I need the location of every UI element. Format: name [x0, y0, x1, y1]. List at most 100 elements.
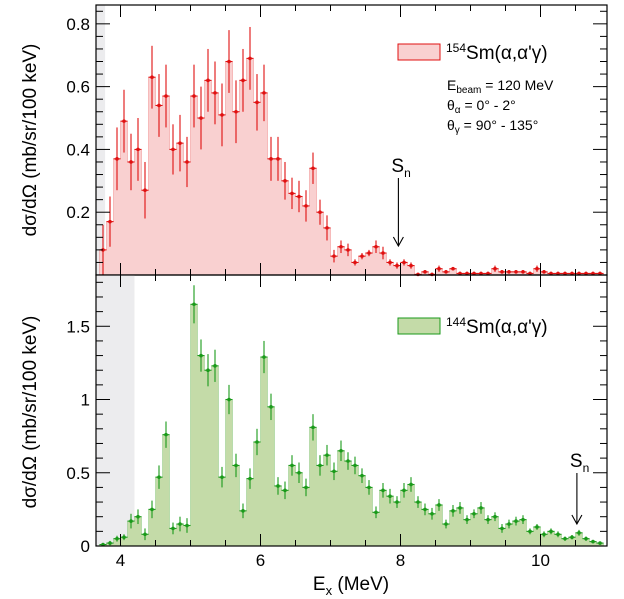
histogram-bar [330, 471, 338, 546]
data-point [115, 536, 119, 541]
data-point [381, 488, 385, 493]
data-point [220, 113, 224, 117]
data-point [192, 302, 196, 307]
data-point [374, 244, 378, 249]
data-point [472, 511, 476, 516]
data-point [248, 56, 252, 61]
data-point [451, 266, 455, 271]
histogram-bar [337, 450, 345, 546]
histogram-bar [267, 158, 275, 275]
histogram-bar [463, 519, 471, 546]
data-point [479, 506, 483, 510]
x-axis-title-sub: x [326, 583, 333, 598]
histogram-bar [134, 516, 142, 546]
data-point [472, 271, 476, 276]
histogram-bar [225, 399, 233, 546]
data-point [108, 219, 112, 224]
sn-label: Sn [570, 451, 589, 475]
histogram-bar [386, 262, 394, 275]
x-tick-label: 10 [531, 551, 550, 570]
data-point [528, 529, 532, 534]
annotation-line-sub: α [455, 105, 461, 116]
histogram-bar [260, 92, 268, 275]
data-point [402, 260, 406, 265]
data-point [178, 522, 182, 526]
legend-swatch [397, 43, 441, 61]
annotation-line-base: E [447, 77, 456, 93]
data-point [388, 260, 392, 265]
histogram-bar [561, 538, 569, 546]
data-point [542, 270, 546, 274]
histogram-bar [351, 465, 359, 546]
data-point [493, 514, 497, 519]
histogram-bar [246, 58, 254, 275]
data-point [150, 75, 154, 80]
data-point [507, 522, 511, 526]
histogram-bar [309, 168, 317, 275]
y-tick-label: 0 [81, 537, 90, 556]
histogram-bar [197, 355, 205, 546]
data-point [325, 226, 329, 230]
data-point [241, 78, 245, 83]
y-tick-label: 0.5 [66, 464, 90, 483]
data-point [556, 271, 560, 276]
y-axis-title: dσ/dΩ (mb/sr/100 keV) [20, 316, 41, 509]
data-point [549, 271, 553, 276]
data-point [136, 514, 140, 519]
y-tick-label: 0.4 [66, 140, 90, 159]
histogram-bar [575, 532, 583, 546]
histogram-bar [190, 96, 198, 275]
data-point [437, 266, 441, 271]
data-point [227, 397, 231, 402]
data-point [570, 271, 574, 276]
data-point [108, 541, 112, 545]
data-point [409, 263, 413, 268]
data-point [584, 271, 588, 276]
histogram-bar [288, 465, 296, 546]
data-point [262, 355, 266, 359]
data-point [458, 506, 462, 510]
data-point [234, 463, 238, 468]
data-point [157, 475, 161, 479]
data-point [122, 535, 126, 540]
histogram-bar [498, 528, 506, 546]
histogram-bar [176, 524, 184, 546]
histogram-bar [113, 158, 121, 275]
histogram-bar [393, 502, 401, 546]
histogram-bar [218, 477, 226, 546]
histogram-bar [358, 475, 366, 546]
data-point [409, 482, 413, 487]
annotation-line-rest: = 0° - 2° [461, 97, 516, 113]
data-point [542, 532, 546, 537]
annotation-line-rest: = 90° - 135° [460, 117, 539, 133]
data-point [269, 405, 273, 409]
data-point [591, 271, 595, 276]
histogram-bar [253, 441, 261, 546]
legend-swatch [397, 317, 441, 335]
data-point [206, 78, 210, 83]
data-point [388, 494, 392, 498]
data-point [423, 507, 427, 512]
histogram-bar [351, 262, 359, 275]
data-point [199, 116, 203, 120]
histogram-bar [197, 118, 205, 275]
histogram-bar [113, 538, 121, 546]
plot-frame [95, 274, 608, 547]
x-axis-title-rest: (MeV) [332, 574, 389, 595]
histogram-bar [505, 524, 513, 546]
data-point [479, 271, 483, 276]
annotation-line-base: θ [447, 117, 455, 133]
histogram-bar [540, 534, 548, 546]
data-point [290, 191, 294, 196]
histogram-bar [204, 80, 212, 275]
data-point [318, 463, 322, 468]
legend: 144Sm(α,α'γ) [397, 315, 548, 338]
legend-name: Sm(α,α'γ) [466, 43, 548, 64]
sn-label-sub: n [404, 166, 411, 180]
data-point [430, 511, 434, 516]
data-point [304, 204, 308, 208]
data-point [353, 463, 357, 468]
data-point [563, 536, 567, 541]
data-point [115, 157, 119, 161]
